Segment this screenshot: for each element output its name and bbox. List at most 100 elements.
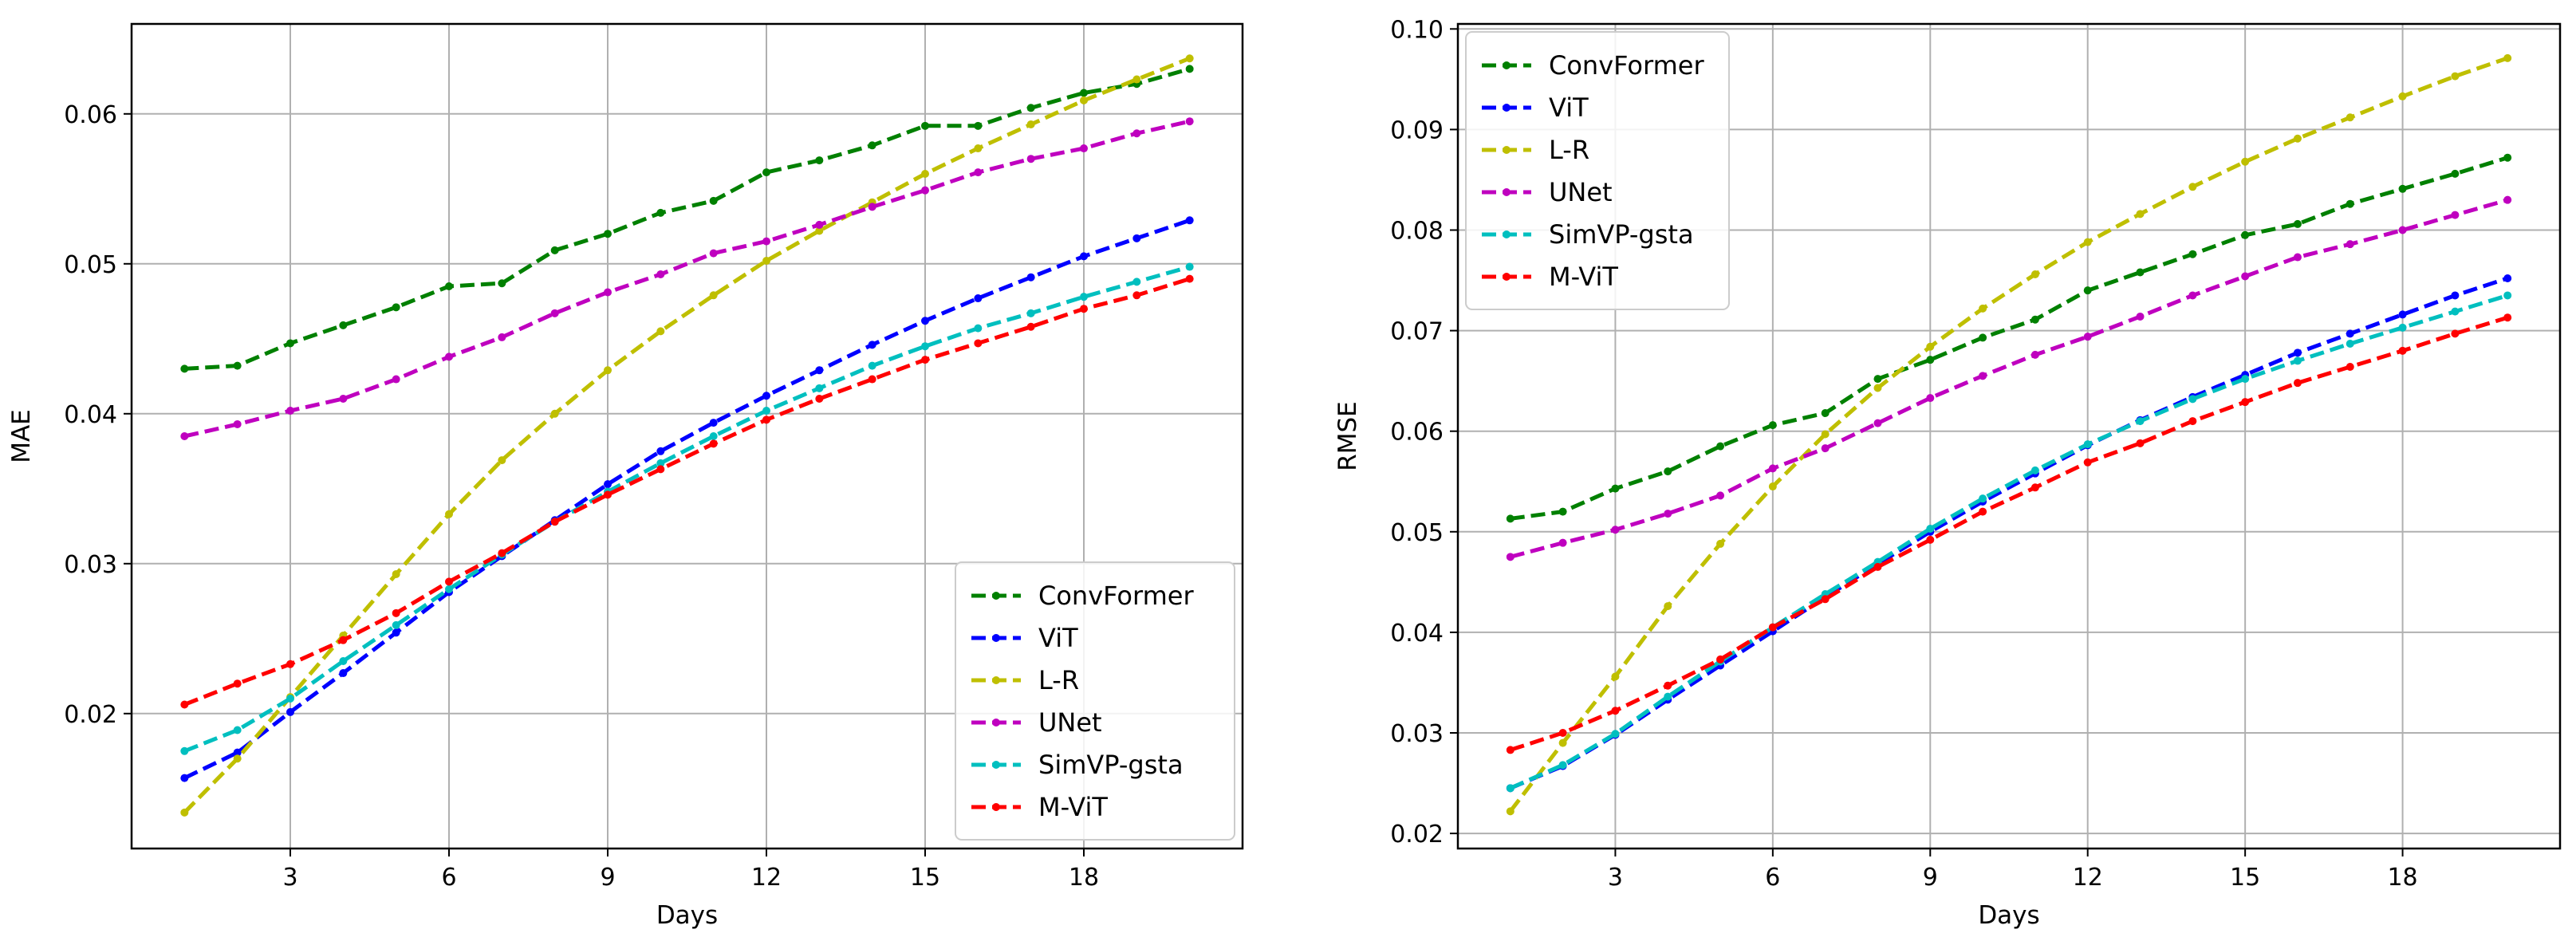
- data-point-m-vit: [498, 549, 506, 557]
- data-point-unet: [762, 237, 770, 246]
- data-point-l-r: [2503, 53, 2512, 62]
- legend-label: L-R: [1549, 135, 1589, 165]
- data-point-m-vit: [1080, 305, 1088, 313]
- data-point-vit: [180, 774, 189, 782]
- data-point-m-vit: [286, 660, 294, 668]
- data-point-vit: [2346, 329, 2354, 338]
- data-point-m-vit: [2503, 313, 2512, 322]
- data-point-simvp-gsta: [2398, 323, 2407, 332]
- x-tick-label: 15: [910, 864, 940, 892]
- data-point-unet: [2188, 291, 2197, 300]
- data-point-vit: [815, 366, 824, 375]
- series-line-unet: [183, 119, 1191, 439]
- data-point-l-r: [2346, 113, 2354, 122]
- data-point-unet: [550, 309, 559, 317]
- grid: [132, 24, 1243, 849]
- data-point-vit: [656, 447, 665, 455]
- data-point-m-vit: [1926, 535, 1935, 544]
- data-point-m-vit: [815, 395, 824, 403]
- y-axis-label: MAE: [7, 409, 36, 463]
- data-point-m-vit: [2451, 329, 2460, 338]
- data-point-simvp-gsta: [180, 746, 189, 755]
- legend-marker: [992, 634, 1000, 642]
- data-point-simvp-gsta: [233, 726, 242, 734]
- data-point-l-r: [1506, 807, 1514, 816]
- data-point-m-vit: [233, 679, 242, 688]
- data-point-l-r: [709, 291, 718, 300]
- data-point-m-vit: [1506, 746, 1514, 754]
- data-point-m-vit: [1611, 707, 1620, 715]
- data-point-m-vit: [2083, 458, 2092, 467]
- legend-marker: [992, 719, 1000, 727]
- data-point-l-r: [1716, 539, 1725, 548]
- data-point-convformer: [286, 339, 294, 348]
- data-point-l-r: [604, 366, 612, 375]
- data-point-unet: [709, 249, 718, 258]
- data-point-simvp-gsta: [1611, 730, 1620, 738]
- data-point-convformer: [1080, 89, 1088, 97]
- data-point-m-vit: [339, 636, 348, 644]
- data-point-l-r: [445, 510, 453, 518]
- data-point-simvp-gsta: [2451, 307, 2460, 316]
- legend-label: M-ViT: [1038, 792, 1108, 822]
- chart-panel-mae: 3 6 9 12 15 18 0.02 0.03 0.04 0.05 0.06 Days MAE Conv…: [7, 22, 1244, 930]
- series-group: [1506, 53, 2512, 816]
- data-point-unet: [2503, 195, 2512, 204]
- data-point-unet: [1611, 526, 1620, 534]
- data-point-convformer: [233, 361, 242, 370]
- data-point-m-vit: [550, 518, 559, 526]
- data-point-l-r: [1558, 738, 1567, 747]
- data-point-l-r: [1132, 75, 1141, 84]
- series-line-convformer: [184, 66, 1191, 371]
- data-point-l-r: [2398, 92, 2407, 100]
- data-point-m-vit: [1664, 681, 1672, 690]
- y-tick-label: 0.06: [1390, 419, 1444, 447]
- data-point-m-vit: [445, 577, 453, 586]
- legend-label: SimVP-gsta: [1038, 750, 1184, 780]
- data-point-simvp-gsta: [1185, 262, 1194, 271]
- data-point-convformer: [1185, 65, 1194, 73]
- data-point-vit: [1026, 273, 1035, 282]
- grid: [1458, 24, 2560, 849]
- data-point-m-vit: [1821, 595, 1830, 604]
- series-line-simvp-gsta: [1509, 293, 2508, 790]
- data-point-simvp-gsta: [1979, 494, 1987, 503]
- data-point-m-vit: [709, 439, 718, 448]
- legend-label: ViT: [1549, 93, 1589, 123]
- data-point-convformer: [2346, 199, 2354, 208]
- data-point-simvp-gsta: [2293, 356, 2302, 365]
- series-line-vit: [1509, 276, 2508, 790]
- data-point-l-r: [1821, 430, 1830, 439]
- data-point-simvp-gsta: [2503, 291, 2512, 300]
- series-line-convformer: [1510, 156, 2508, 521]
- legend-marker: [992, 803, 1000, 811]
- data-point-m-vit: [2293, 379, 2302, 388]
- data-point-convformer: [1768, 421, 1777, 430]
- y-tick-label: 0.02: [64, 701, 117, 729]
- y-tick-label: 0.09: [1390, 116, 1444, 144]
- data-point-vit: [1185, 216, 1194, 225]
- data-point-convformer: [392, 303, 400, 312]
- legend-marker: [1503, 230, 1511, 238]
- data-point-unet: [2241, 272, 2250, 281]
- data-point-simvp-gsta: [2083, 440, 2092, 449]
- data-point-unet: [445, 352, 453, 361]
- y-tick-label: 0.02: [1390, 821, 1444, 849]
- data-point-l-r: [762, 257, 770, 266]
- data-point-simvp-gsta: [656, 459, 665, 467]
- data-point-simvp-gsta: [2241, 375, 2250, 384]
- data-point-simvp-gsta: [1026, 309, 1035, 317]
- data-point-unet: [392, 375, 400, 384]
- y-tick-label: 0.04: [64, 401, 117, 429]
- data-point-simvp-gsta: [921, 342, 929, 351]
- legend-marker: [1503, 61, 1511, 69]
- data-point-l-r: [180, 808, 189, 817]
- data-point-convformer: [1506, 514, 1514, 523]
- data-point-convformer: [339, 321, 348, 329]
- data-point-simvp-gsta: [1080, 293, 1088, 301]
- x-tick-label: 9: [600, 864, 615, 892]
- y-tick-label: 0.04: [1390, 620, 1444, 648]
- data-point-unet: [2451, 211, 2460, 219]
- data-point-unet: [974, 168, 983, 177]
- data-point-unet: [2083, 333, 2092, 341]
